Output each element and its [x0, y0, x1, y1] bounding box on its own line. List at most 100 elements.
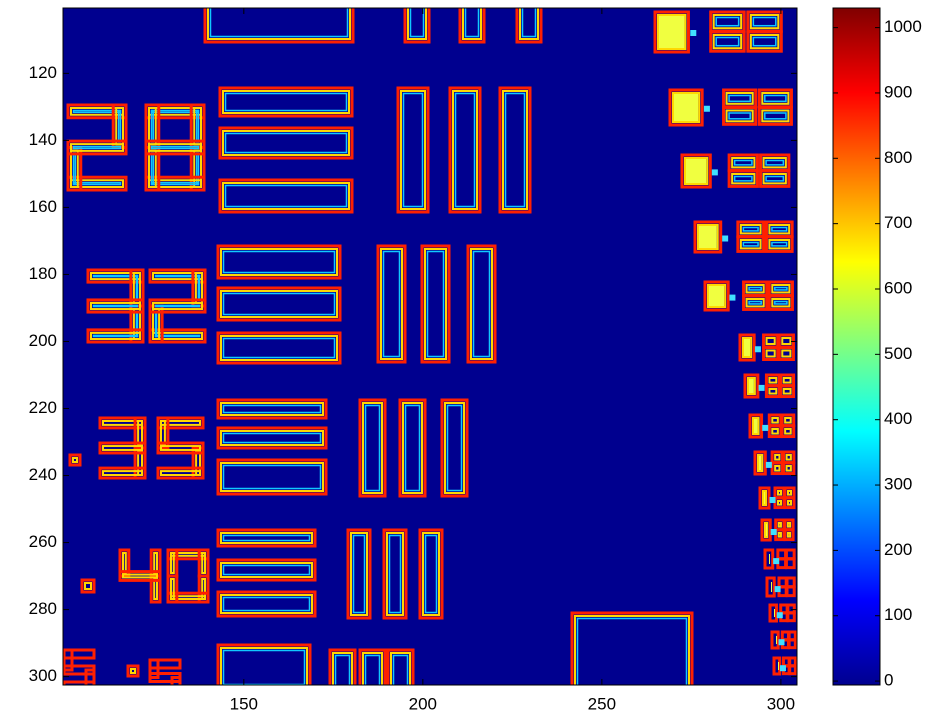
edge-outer — [216, 426, 328, 450]
edge-inner — [224, 132, 348, 154]
edge-outer — [216, 528, 317, 548]
edge-mid — [765, 349, 776, 358]
edge-inner — [742, 226, 759, 232]
edge-mid — [90, 331, 141, 340]
edge-outer — [98, 441, 147, 455]
edge-mid — [762, 490, 767, 506]
edge-inner — [334, 654, 351, 685]
edge-mid — [220, 647, 308, 685]
edge-mid — [739, 224, 762, 235]
edge-inner — [222, 337, 336, 359]
edge-inner — [446, 404, 463, 492]
edge-inner — [150, 145, 200, 150]
edge-mid — [784, 417, 792, 424]
blob-fill — [774, 609, 775, 617]
edge-mid — [220, 562, 313, 578]
edge-outer — [216, 398, 328, 420]
edge-mid — [731, 157, 756, 169]
edge-mid — [137, 420, 144, 446]
edge-outer — [765, 576, 776, 598]
edge-mid — [222, 182, 350, 210]
edge-outer — [396, 86, 430, 214]
colorbar-tick-label: 500 — [884, 344, 912, 363]
edge-outer — [768, 603, 778, 623]
blob-dot — [762, 424, 769, 431]
edge-outer — [770, 630, 780, 650]
edge-inner — [92, 334, 139, 338]
edge-mid — [768, 377, 778, 384]
edge-mid — [749, 14, 780, 30]
edge-outer — [764, 235, 794, 253]
edge-inner — [765, 175, 785, 182]
edge-inner — [752, 36, 777, 47]
edge-mid — [785, 465, 792, 472]
y-tick-label: 120 — [29, 63, 57, 82]
edge-inner — [504, 92, 526, 208]
edge-inner — [733, 159, 753, 166]
edge-mid — [362, 402, 383, 494]
edge-inner — [404, 404, 421, 492]
edge-outer — [111, 103, 128, 149]
edge-mid — [452, 90, 478, 210]
edge-outer — [203, 8, 355, 44]
edge-outer — [762, 346, 780, 361]
edge-outer — [63, 680, 96, 685]
edge-mid — [745, 298, 765, 308]
edge-mid — [122, 573, 158, 579]
edge-outer — [746, 30, 783, 53]
edge-mid — [777, 490, 782, 496]
blob-fill — [686, 159, 707, 183]
edge-mid — [774, 465, 781, 472]
y-tick-label: 160 — [29, 197, 57, 216]
edge-inner — [765, 159, 785, 166]
edge-inner — [197, 274, 201, 302]
edge-mid — [697, 224, 719, 250]
edge-inner — [764, 112, 787, 120]
edge-mid — [201, 552, 206, 574]
edge-inner — [224, 184, 348, 208]
y-tick-label: 280 — [29, 599, 57, 618]
edge-mid — [390, 652, 411, 685]
blob-fill — [764, 492, 765, 504]
edge-inner — [392, 654, 409, 685]
edge-inner — [222, 292, 336, 316]
blob-dot — [754, 346, 761, 353]
edge-outer — [328, 648, 357, 685]
blob-dot — [774, 586, 781, 593]
blob-dot — [690, 30, 697, 36]
edge-inner — [742, 241, 759, 247]
edge-inner — [154, 304, 201, 308]
edge-mid — [781, 349, 792, 358]
edge-outer — [780, 424, 796, 439]
edge-inner — [388, 534, 402, 614]
edge-outer — [680, 153, 712, 189]
edge-mid — [786, 532, 792, 538]
edge-outer — [440, 398, 469, 498]
edge-outer — [788, 664, 797, 676]
edge-outer — [515, 8, 543, 44]
edge-inner — [382, 250, 401, 358]
edge-outer — [346, 528, 372, 620]
colorbar-tick-label: 600 — [884, 278, 912, 297]
edge-inner — [222, 564, 311, 576]
edge-mid — [739, 239, 762, 250]
edge-mid — [768, 388, 778, 395]
blob-fill — [776, 636, 777, 644]
edge-outer — [358, 398, 387, 498]
image — [63, 8, 797, 685]
blob-fill — [754, 419, 758, 433]
edge-inner — [748, 300, 762, 305]
blob-fill — [769, 554, 770, 564]
edge-mid — [762, 173, 787, 185]
y-tick-label: 200 — [29, 331, 57, 350]
edge-outer — [709, 30, 746, 53]
edge-mid — [777, 522, 782, 528]
edge-outer — [738, 333, 756, 362]
edge-outer — [126, 664, 140, 678]
edge-outer — [784, 557, 796, 570]
edge-outer — [166, 548, 179, 578]
edge-outer — [358, 648, 387, 685]
edge-mid — [765, 337, 776, 345]
edge-mid — [777, 532, 782, 538]
edge-outer — [218, 178, 354, 214]
